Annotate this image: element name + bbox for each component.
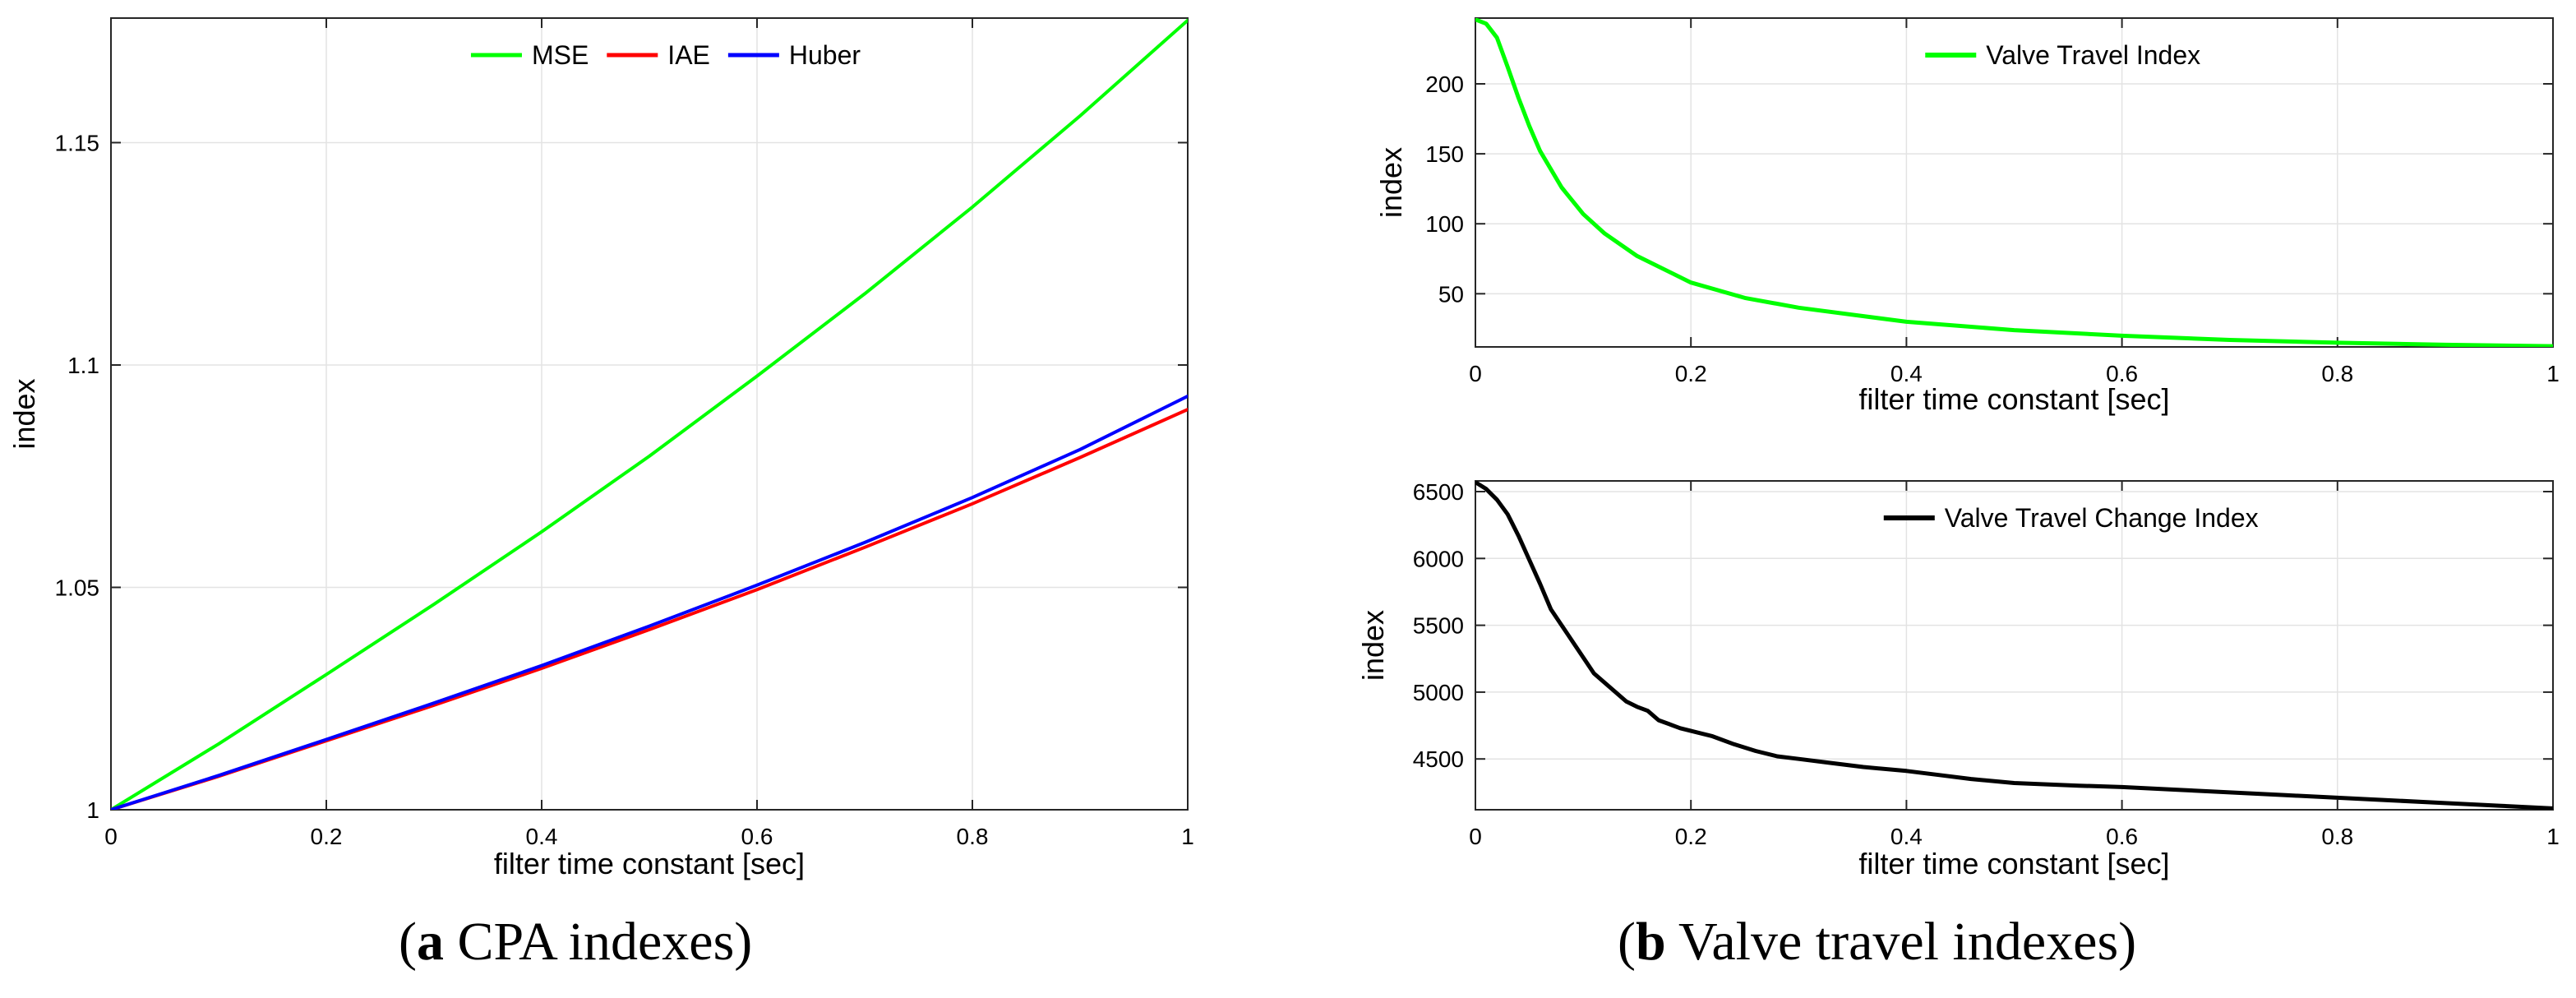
caption-b-letter: b xyxy=(1635,912,1666,972)
vtci-xtick-label-2: 0.4 xyxy=(1890,824,1923,849)
cpa-series-line-huber xyxy=(111,394,1188,810)
cpa-ytick-label-0: 1 xyxy=(86,797,99,823)
caption-b: (b Valve travel indexes) xyxy=(1618,912,2137,972)
vtci-legend-label-valve-travel-change-index: Valve Travel Change Index xyxy=(1945,503,2259,533)
vtci-xtick-label-3: 0.6 xyxy=(2106,824,2138,849)
caption-b-text: Valve travel indexes xyxy=(1665,912,2119,972)
vtci-legend: Valve Travel Change Index xyxy=(1883,503,2259,533)
vtci-ytick-label-3: 6000 xyxy=(1413,546,1464,571)
vti-xtick-label-0: 0 xyxy=(1469,361,1482,386)
cpa-xtick-label-3: 0.6 xyxy=(741,824,773,849)
cpa-legend-label-mse: MSE xyxy=(532,40,589,70)
vti-series-line-valve-travel-index xyxy=(1475,18,2553,347)
vtci-series-line-valve-travel-change-index xyxy=(1475,481,2553,810)
cpa-legend: MSE IAE Huber xyxy=(470,40,861,70)
vtci-xtick-label-1: 0.2 xyxy=(1675,824,1707,849)
vti-ylabel: index xyxy=(1374,147,1408,218)
vti-legend: Valve Travel Index xyxy=(1925,40,2200,70)
vti-xtick-label-5: 1 xyxy=(2546,361,2560,386)
vtci-axes-box xyxy=(1475,480,2554,811)
cpa-plot-area xyxy=(111,18,1188,810)
cpa-ytick-label-1: 1.05 xyxy=(55,575,100,600)
vtci-xlabel: filter time constant [sec] xyxy=(1858,847,2169,880)
caption-a-text: CPA indexes xyxy=(443,912,735,972)
cpa-xtick-label-0: 0 xyxy=(104,824,118,849)
vtci-ytick-label-4: 6500 xyxy=(1413,479,1464,505)
vti-xtick-label-1: 0.2 xyxy=(1675,361,1707,386)
cpa-xlabel: filter time constant [sec] xyxy=(494,847,805,880)
vti-xtick-label-3: 0.6 xyxy=(2106,361,2138,386)
vti-xtick-label-4: 0.8 xyxy=(2321,361,2353,386)
vti-xlabel: filter time constant [sec] xyxy=(1858,382,2169,416)
cpa-xtick-label-1: 0.2 xyxy=(311,824,343,849)
cpa-xtick-label-2: 0.4 xyxy=(526,824,558,849)
vtci-xtick-label-0: 0 xyxy=(1469,824,1482,849)
vtci-xtick-label-5: 1 xyxy=(2546,824,2560,849)
vti-ytick-label-1: 100 xyxy=(1425,211,1464,237)
vtci-ytick-label-0: 4500 xyxy=(1413,746,1464,772)
vtci-plot-area xyxy=(1475,481,2553,810)
caption-a: (a CPA indexes) xyxy=(399,912,753,972)
cpa-ytick-label-2: 1.1 xyxy=(67,353,99,378)
vti-ytick-label-0: 50 xyxy=(1438,281,1464,307)
vti-axes-box xyxy=(1475,17,2554,348)
vti-plot-area xyxy=(1475,18,2553,347)
chart-valve-travel-change-index: 0 0.2 0.4 0.6 0.8 1 4500 5000 5500 6000 6500 filter… xyxy=(1356,479,2560,880)
cpa-legend-label-huber: Huber xyxy=(789,40,861,70)
vtci-ytick-label-2: 5500 xyxy=(1413,613,1464,639)
vtci-ytick-label-1: 5000 xyxy=(1413,680,1464,705)
cpa-ytick-label-3: 1.15 xyxy=(55,130,100,155)
cpa-ylabel: index xyxy=(7,378,41,449)
vti-xtick-label-2: 0.4 xyxy=(1890,361,1923,386)
vtci-ylabel: index xyxy=(1356,610,1390,681)
vti-legend-label-valve-travel-index: Valve Travel Index xyxy=(1986,40,2200,70)
cpa-series-line-mse xyxy=(111,18,1188,810)
vti-ytick-label-3: 200 xyxy=(1425,72,1464,97)
cpa-xtick-label-5: 1 xyxy=(1181,824,1194,849)
caption-a-letter: a xyxy=(416,912,444,972)
cpa-xtick-label-4: 0.8 xyxy=(957,824,989,849)
chart-cpa-indexes: 0 0.2 0.4 0.6 0.8 1 1 1.05 1.1 1.15 filter time co… xyxy=(7,17,1194,880)
vti-ytick-label-2: 150 xyxy=(1425,141,1464,167)
vtci-xtick-label-4: 0.8 xyxy=(2321,824,2353,849)
cpa-axes-box xyxy=(110,17,1189,811)
cpa-legend-label-iae: IAE xyxy=(667,40,710,70)
